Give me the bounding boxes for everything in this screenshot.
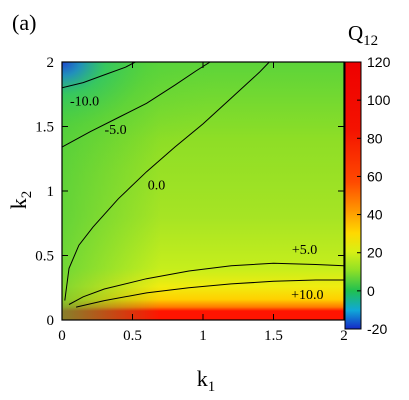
x-tick-label: 0	[58, 328, 66, 344]
contour-lines	[62, 62, 344, 308]
contour-labels: -10.0 -5.0 0.0 +5.0 +10.0	[70, 95, 324, 304]
colorbar-tick-label: -20	[367, 321, 387, 337]
x-tick-label: 0.5	[123, 328, 142, 344]
colorbar-tick-label: 100	[367, 92, 391, 108]
colorbar-tick-label: 40	[367, 207, 383, 223]
colorbar-gradient	[344, 61, 362, 330]
contour-label: +10.0	[291, 288, 323, 303]
x-tick-label: 1	[199, 328, 207, 344]
contour-label: -5.0	[104, 123, 126, 138]
colorbar-tick-label: 20	[367, 245, 383, 261]
plot-area: -10.0 -5.0 0.0 +5.0 +10.0	[61, 61, 345, 321]
colorbar: 120 100 80 60 40 20 0 -20 Q12	[344, 21, 391, 337]
y-tick-label: 0.5	[35, 249, 54, 265]
panel-label: (a)	[12, 10, 36, 35]
colorbar-tick-label: 80	[367, 130, 383, 146]
contour-label: 0.0	[148, 179, 166, 194]
contour-label: +5.0	[292, 243, 317, 258]
x-axis: 0 0.5 1 1.5 2	[58, 62, 348, 344]
y-tick-label: 1.5	[35, 120, 54, 136]
x-tick-label: 1.5	[264, 328, 283, 344]
colorbar-title: Q12	[348, 21, 378, 49]
y-axis: 0 0.5 1 1.5 2	[35, 55, 344, 329]
contour-line	[68, 262, 344, 305]
colorbar-ticks: 120 100 80 60 40 20 0 -20	[357, 54, 391, 337]
contour-label: -10.0	[70, 95, 99, 110]
contour-line	[62, 62, 136, 89]
colorbar-tick-label: 0	[367, 283, 375, 299]
x-tick-label: 2	[340, 328, 348, 344]
y-tick-label: 1	[47, 184, 55, 200]
heatmap-low-value-region	[62, 62, 218, 179]
colorbar-tick-label: 60	[367, 168, 383, 184]
contour-line	[64, 62, 270, 301]
y-tick-label: 2	[47, 55, 55, 71]
contour-line	[75, 279, 344, 308]
y-tick-label: 0	[47, 313, 55, 329]
x-axis-label: k1	[197, 366, 216, 395]
contour-line	[62, 62, 211, 148]
colorbar-tick-label: 120	[367, 54, 391, 70]
y-axis-label: k2	[6, 191, 35, 210]
